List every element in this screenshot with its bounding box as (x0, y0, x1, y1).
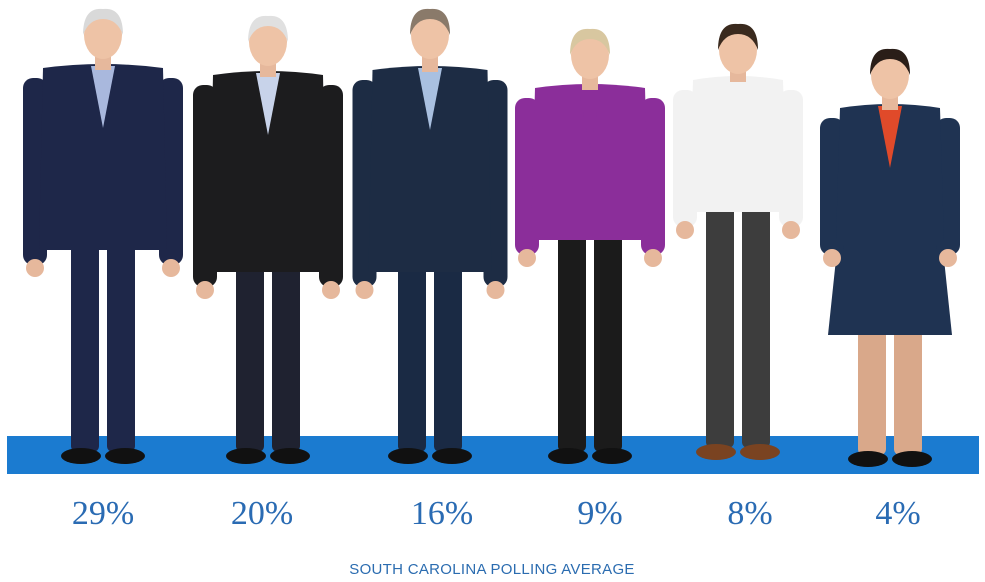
floor-bar (7, 436, 979, 474)
hand (676, 221, 694, 239)
infographic: 29% 20% 16% 9% 8% 4% SOUTH CAROLINA POLL… (0, 0, 985, 582)
hand (487, 281, 505, 299)
hand (322, 281, 340, 299)
shoe (270, 448, 310, 464)
poll-value: 20% (231, 495, 293, 532)
poll-value: 16% (411, 495, 473, 532)
leg (107, 240, 135, 452)
shoe (548, 448, 588, 464)
skirt (828, 240, 952, 335)
shoe (848, 451, 888, 467)
shoe (592, 448, 632, 464)
leg (706, 202, 734, 448)
shoe (61, 448, 101, 464)
hand (518, 249, 536, 267)
poll-value: 9% (577, 495, 622, 532)
shoe (740, 444, 780, 460)
shoe (388, 448, 428, 464)
leg (398, 262, 426, 452)
leg (434, 262, 462, 452)
leg (594, 230, 622, 452)
leg (71, 240, 99, 452)
poll-value: 8% (727, 495, 772, 532)
hand (356, 281, 374, 299)
leg (236, 262, 264, 452)
poll-value: 4% (875, 495, 920, 532)
hand (162, 259, 180, 277)
hand (196, 281, 214, 299)
poll-value: 29% (72, 495, 134, 532)
shoe (892, 451, 932, 467)
leg (558, 230, 586, 452)
hand (782, 221, 800, 239)
hand (26, 259, 44, 277)
caption: SOUTH CAROLINA POLLING AVERAGE (349, 561, 634, 578)
shoe (432, 448, 472, 464)
leg (742, 202, 770, 448)
hand (939, 249, 957, 267)
hand (644, 249, 662, 267)
shoe (696, 444, 736, 460)
hand (823, 249, 841, 267)
leg (272, 262, 300, 452)
shoe (105, 448, 145, 464)
shoe (226, 448, 266, 464)
